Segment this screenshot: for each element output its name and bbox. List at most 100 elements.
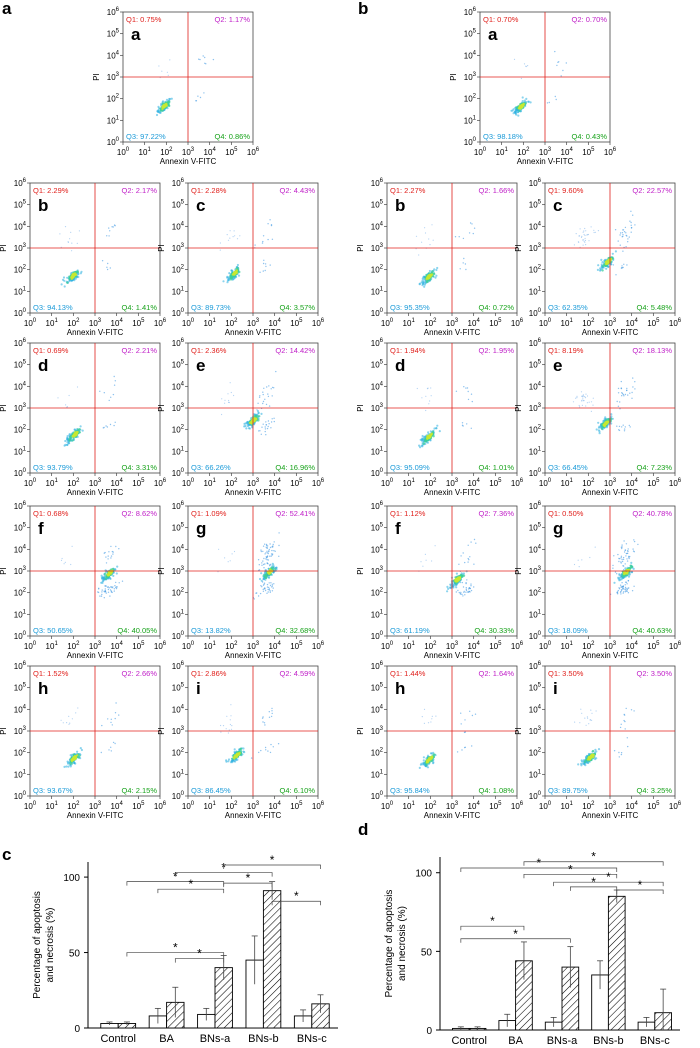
scatter-point-Q3 [446,590,449,593]
y-tick-label: 106 [371,178,384,188]
scatter-point-Q1 [425,395,427,397]
scatter-point-Q2 [617,405,620,407]
scatter-point-Q1 [230,391,232,394]
scatter-point-Q3 [116,565,119,568]
scatter-point-Q4 [618,588,621,590]
category-label-control: Control [100,1033,135,1045]
scatter-point-Q1 [576,397,578,399]
scatter-point-Q3 [422,759,425,762]
x-tick-label: 103 [604,801,617,811]
x-tick-label: 100 [539,478,552,488]
quadrant-q4-label: Q4: 40.63% [632,626,672,635]
quadrant-q2-label: Q2: 7.36% [479,509,515,518]
y-tick-label: 105 [371,683,384,693]
scatter-point-Q1 [583,400,585,402]
x-tick-label: 104 [626,801,639,811]
scatter-point-Q2 [630,709,633,711]
x-tick-label: 101 [46,318,59,328]
y-tick-label: 102 [529,748,542,758]
scatter-point-Q2 [623,569,625,571]
scatter-point-Q1 [431,560,433,562]
scatter-point-Q3 [598,432,601,435]
scatter-point-Q3 [604,416,607,419]
scatter-point-Q3 [244,422,247,425]
scatter-point-Q4 [269,590,271,592]
y-axis-label: PI [356,404,365,412]
scatter-point-Q4 [628,424,630,427]
scatter-point-Q2 [265,403,268,406]
scatter-point-Q1 [580,391,583,393]
x-tick-label: 106 [511,478,524,488]
scatter-point-Q2 [622,234,624,236]
scatter-point-Q1 [573,244,576,246]
x-tick-label: 104 [561,147,574,157]
scatter-point-Q1 [581,400,583,402]
scatter-point-Q4 [266,583,269,586]
x-tick-label: 101 [403,641,416,651]
y-axis-label: PI [0,244,8,252]
scatter-point-Q4 [268,586,270,589]
quadrant-q1-label: Q1: 1.52% [33,669,69,678]
scatter-point-Q1 [586,402,589,404]
scatter-point-Q4 [109,595,111,597]
scatter-point-Q2 [630,227,633,229]
scatter-point-Q4 [620,591,622,593]
scatter-point-Q3 [529,101,532,104]
scatter-point-Q3 [265,576,268,580]
significance-star: * [246,871,251,885]
scatter-point-Q3 [104,577,108,581]
scatter-point-Q3 [428,436,431,440]
scatter-point-Q4 [105,425,107,427]
scatter-point-Q1 [217,571,219,573]
quadrant-q2-label: Q2: 22.57% [632,186,672,195]
scatter-point-Q2 [266,550,268,552]
scatter-point-Q3 [597,264,600,267]
scatter-point-Q1 [70,563,72,566]
quadrant-q4-label: Q4: 2.15% [122,786,158,795]
scatter-point-Q2 [113,375,115,378]
scatter-point-Q4 [470,583,472,585]
y-tick-label: 102 [107,94,120,104]
scatter-point-Q4 [625,589,627,591]
scatter-point-Q3 [239,747,242,750]
x-tick-label: 102 [424,801,437,811]
scatter-point-Q4 [113,424,115,427]
scatter-point-Q2 [473,563,475,565]
scatter-point-Q2 [262,716,264,718]
scatter-point-Q4 [618,756,620,758]
quadrant-q2-label: Q2: 14.42% [275,346,315,355]
x-axis-label: Annexin V-FITC [225,328,282,337]
x-tick-label: 104 [111,641,124,651]
scatter-point-Q2 [267,395,270,398]
scatter-points [573,539,639,595]
y-tick-label: 102 [14,425,27,435]
flow-panel-a-a: Q1: 0.75% Q2: 1.17% Q3: 97.22% Q4: 0.86% a 10… [92,7,260,166]
y-tick-label: 103 [14,243,27,253]
x-axis-label: Annexin V-FITC [160,157,217,166]
scatter-point-Q3 [78,754,81,757]
scatter-point-Q1 [583,233,585,236]
scatter-point-Q4 [266,427,269,430]
y-tick-label: 106 [172,338,185,348]
x-tick-label: 100 [182,318,195,328]
quadrant-q3-label: Q3: 50.65% [33,626,73,635]
scatter-point-Q2 [470,393,473,395]
scatter-point-Q3 [63,765,66,769]
significance-star: * [173,870,178,884]
scatter-point-Q3 [104,572,107,575]
scatter-point-Q3 [67,762,70,765]
scatter-point-Q3 [436,266,439,270]
scatter-point-Q1 [229,719,231,721]
y-tick-label: 100 [14,308,27,318]
scatter-point-Q4 [466,579,468,581]
scatter-point-Q1 [580,236,583,238]
scatter-point-Q4 [471,745,473,747]
quadrant-q3-label: Q3: 97.22% [126,132,166,141]
scatter-point-Q2 [626,389,628,392]
scatter-point-Q3 [596,268,600,271]
quadrant-q2-label: Q2: 1.17% [215,15,251,24]
y-axis-label: Percentage of apoptosis and necrosis (%) [384,890,408,998]
x-tick-label: 106 [511,641,524,651]
scatter-point-Q3 [79,425,82,428]
scatter-point-Q1 [587,717,589,719]
